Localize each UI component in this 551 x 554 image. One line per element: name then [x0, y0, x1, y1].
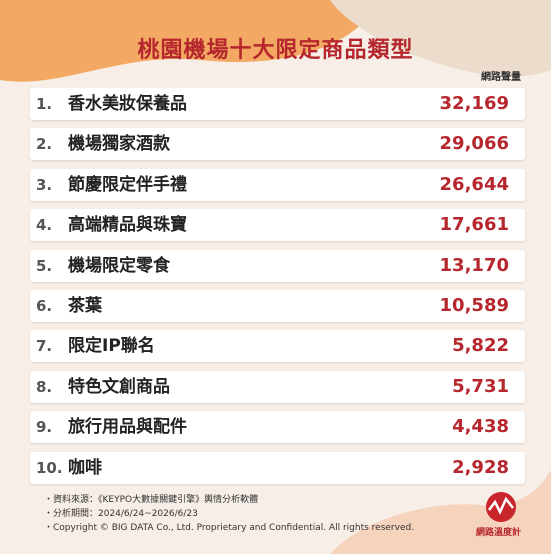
- rank-row: 6. 茶葉 10,589: [30, 290, 525, 322]
- rank: 2.: [36, 135, 53, 154]
- note-line: ・資料來源：《KEYPO大數據關鍵引擎》輿情分析軟體: [44, 495, 259, 505]
- item-name: 咖啡: [68, 457, 102, 478]
- blob-beige: [330, 0, 551, 77]
- blob-peach: [330, 470, 551, 554]
- title: 桃園機場十大限定商品類型: [137, 38, 414, 63]
- rank: 10.: [36, 458, 63, 477]
- item-name: 機場獨家酒款: [68, 134, 170, 155]
- rank: 7.: [36, 337, 53, 356]
- item-value: 5,822: [452, 335, 509, 357]
- rank-row: 7. 限定IP聯名 5,822: [30, 330, 525, 363]
- rank: 3.: [36, 175, 53, 194]
- item-name: 香水美妝保養品: [68, 94, 187, 114]
- item-name: 茶葉: [68, 296, 102, 316]
- item-name: 機場限定零食: [68, 255, 170, 276]
- rank-row: 10. 咖啡 2,928: [30, 451, 525, 484]
- rank-row: 8. 特色文創商品 5,731: [30, 370, 525, 403]
- note-line: ・分析期間：2024/6/24~2026/6/23: [44, 509, 198, 519]
- blob-orange: [0, 0, 380, 82]
- item-value: 13,170: [439, 254, 509, 276]
- item-name: 節慶限定伴手禮: [68, 174, 187, 195]
- logo-wave: [488, 496, 514, 515]
- rank: 5.: [36, 256, 53, 275]
- logo-text: 網路溫度計: [476, 528, 522, 538]
- rank: 8.: [36, 377, 53, 396]
- item-value: 5,731: [452, 375, 509, 397]
- rank: 9.: [36, 418, 53, 437]
- item-value: 17,661: [439, 214, 509, 236]
- rank-row: 5. 機場限定零食 13,170: [30, 249, 525, 282]
- item-name: 限定IP聯名: [68, 336, 155, 357]
- item-name: 高端精品與珠寶: [68, 215, 187, 236]
- rank-row: 2. 機場獨家酒款 29,066: [30, 128, 525, 161]
- item-value: 4,438: [452, 416, 509, 438]
- note-line: ・Copyright © BIG DATA Co., Ltd. Propriet…: [44, 523, 415, 533]
- rank-row: 9. 旅行用品與配件 4,438: [30, 411, 525, 444]
- item-name: 旅行用品與配件: [68, 417, 187, 438]
- item-value: 29,066: [439, 133, 509, 155]
- item-value: 2,928: [452, 456, 509, 478]
- rank: 1.: [36, 95, 53, 113]
- rank-row: 4. 高端精品與珠寶 17,661: [30, 209, 525, 242]
- rank-row: 3. 節慶限定伴手禮 26,644: [30, 168, 525, 201]
- rank-row: 1. 香水美妝保養品 32,169: [30, 88, 525, 120]
- item-name: 特色文創商品: [68, 376, 170, 397]
- item-value: 32,169: [439, 93, 509, 114]
- value-header: 網路聲量: [481, 72, 521, 83]
- rank: 6.: [36, 297, 53, 315]
- item-value: 26,644: [439, 173, 509, 195]
- item-value: 10,589: [439, 295, 509, 316]
- rank: 4.: [36, 216, 53, 235]
